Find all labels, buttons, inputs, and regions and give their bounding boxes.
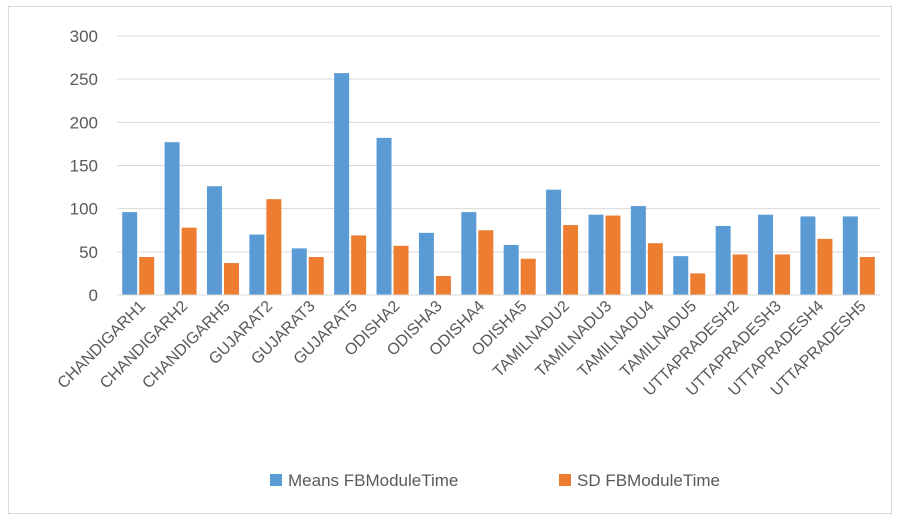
y-tick-label: 100: [70, 200, 98, 219]
bar-sd-gujarat2: [266, 199, 282, 295]
bar-sd-tamilnadu5: [690, 273, 706, 295]
bar-mean-uttapradesh5: [842, 216, 858, 295]
bar-mean-gujarat2: [249, 234, 265, 295]
bar-sd-tamilnadu3: [605, 215, 621, 295]
legend-label-sd: SD FBModuleTime: [577, 471, 720, 490]
bar-mean-tamilnadu3: [588, 214, 604, 295]
bar-sd-tamilnadu2: [563, 225, 579, 295]
bar-sd-uttapradesh3: [775, 254, 791, 295]
bar-mean-odisha5: [503, 244, 519, 295]
bar-sd-gujarat5: [351, 235, 367, 295]
bar-mean-uttapradesh3: [758, 214, 774, 295]
bar-sd-uttapradesh4: [817, 238, 833, 295]
legend-label-mean: Means FBModuleTime: [288, 471, 458, 490]
y-tick-label: 250: [70, 70, 98, 89]
legend-swatch-sd: [559, 474, 571, 486]
bar-mean-tamilnadu5: [673, 256, 689, 295]
y-tick-label: 0: [89, 286, 98, 305]
bar-sd-uttapradesh5: [859, 257, 875, 295]
bar-mean-gujarat5: [334, 73, 350, 295]
bar-mean-uttapradesh4: [800, 216, 816, 295]
bars: [122, 73, 875, 295]
bar-sd-chandigarh2: [181, 227, 197, 295]
bar-sd-odisha5: [520, 258, 536, 295]
bar-mean-tamilnadu4: [630, 206, 646, 295]
bar-mean-chandigarh2: [164, 142, 180, 295]
bar-sd-chandigarh1: [139, 257, 155, 295]
bar-sd-odisha3: [435, 276, 451, 295]
bar-mean-tamilnadu2: [546, 189, 562, 295]
legend-swatch-mean: [270, 474, 282, 486]
bar-sd-gujarat3: [308, 257, 324, 295]
bar-mean-gujarat3: [291, 248, 307, 295]
bar-mean-odisha2: [376, 137, 392, 295]
bar-sd-chandigarh5: [223, 263, 239, 295]
y-tick-label: 200: [70, 113, 98, 132]
bar-mean-chandigarh5: [206, 186, 222, 295]
bar-sd-odisha2: [393, 245, 409, 295]
y-tick-label: 300: [70, 27, 98, 46]
gridlines: [117, 35, 880, 253]
bar-sd-odisha4: [478, 230, 494, 295]
bar-sd-uttapradesh2: [732, 254, 748, 295]
bar-sd-tamilnadu4: [647, 243, 663, 295]
bar-mean-chandigarh1: [122, 212, 138, 295]
y-tick-label: 150: [70, 157, 98, 176]
bar-mean-uttapradesh2: [715, 225, 731, 295]
y-tick-label: 50: [79, 243, 98, 262]
y-axis-ticks: 0 50 100 150 200 250 300: [70, 27, 98, 305]
legend: Means FBModuleTime SD FBModuleTime: [270, 471, 720, 490]
bar-mean-odisha3: [418, 232, 434, 295]
x-axis-ticks: CHANDIGARH1CHANDIGARH2CHANDIGARH5GUJARAT…: [55, 298, 870, 400]
bar-mean-odisha4: [461, 212, 477, 295]
